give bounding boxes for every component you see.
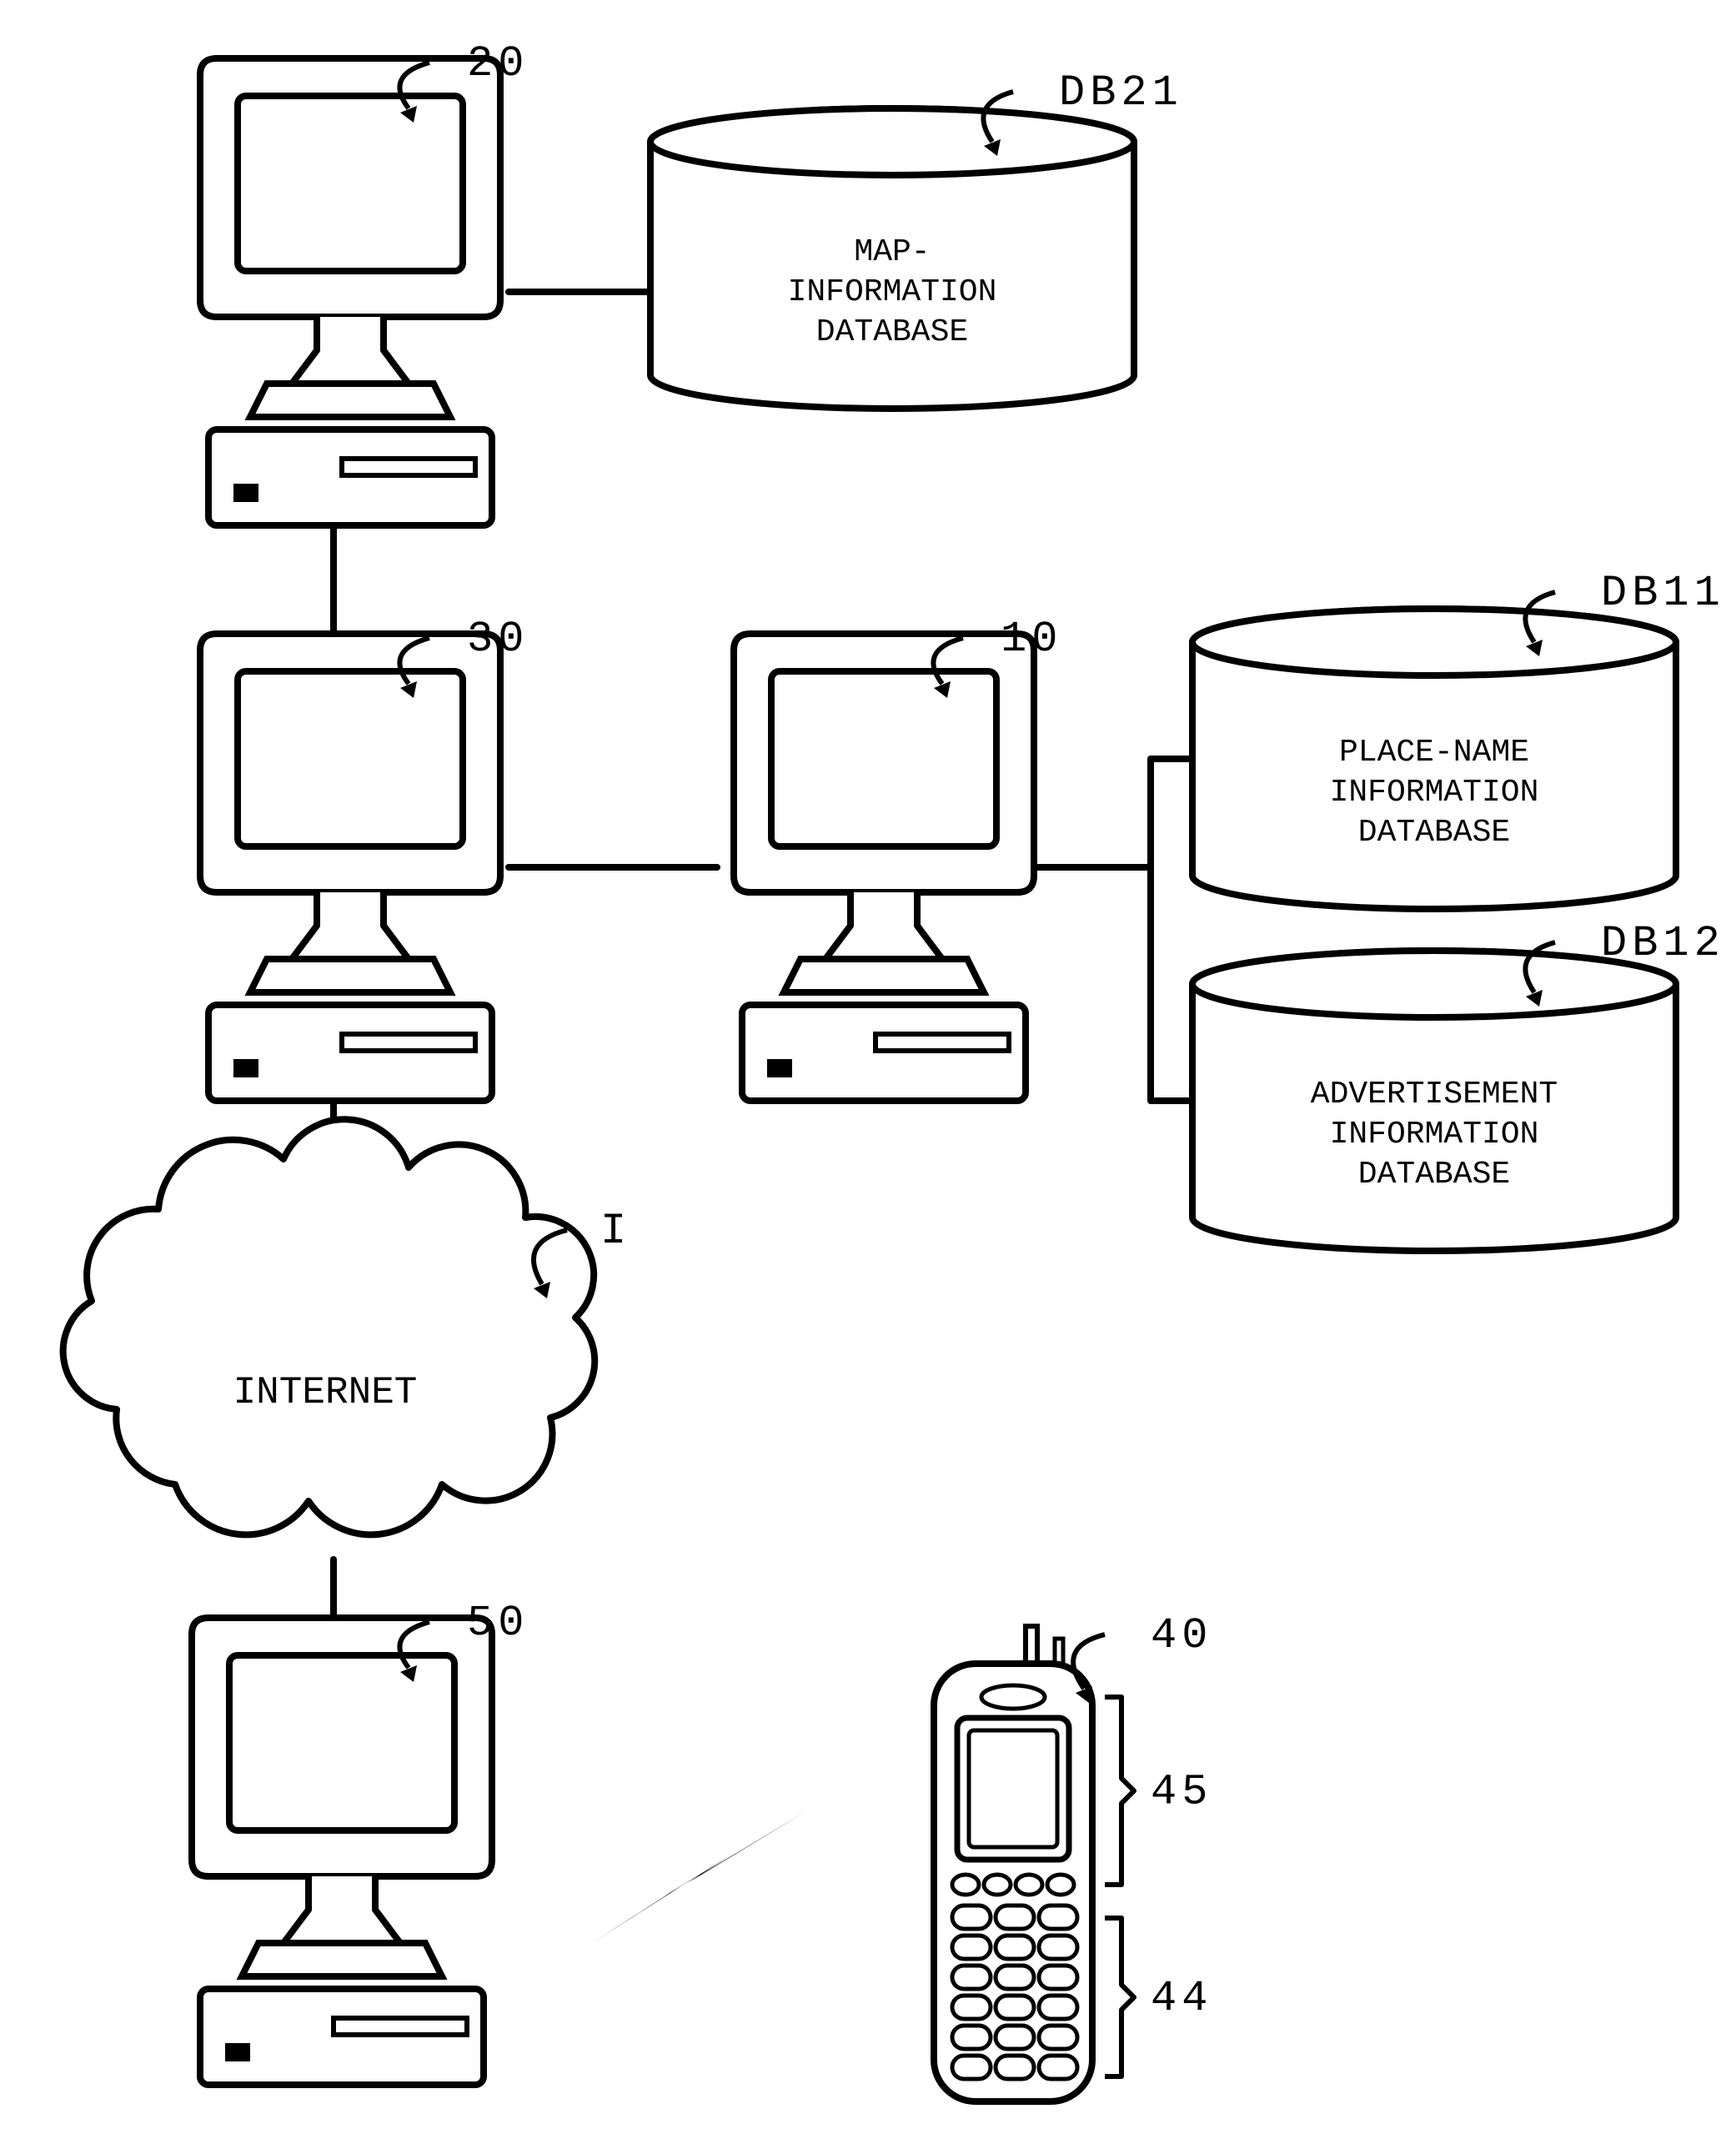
computer-node: [200, 58, 500, 525]
database-cylinder: MAP- INFORMATION DATABASE: [650, 108, 1134, 409]
svg-text:20: 20: [467, 39, 529, 88]
computer-node: [734, 634, 1034, 1101]
internet-label: INTERNET: [233, 1371, 418, 1414]
db-label-line: INFORMATION: [1330, 775, 1539, 811]
svg-text:DB12: DB12: [1601, 919, 1725, 968]
network-diagram: 20 30 10 50 MAP- INFORMATION DATABASE DB21 PLACE…: [0, 0, 1736, 2129]
db-label-line: ADVERTISEMENT: [1311, 1077, 1558, 1112]
svg-text:DB11: DB11: [1601, 569, 1725, 618]
svg-text:DB21: DB21: [1059, 68, 1183, 118]
database-cylinder: ADVERTISEMENT INFORMATION DATABASE: [1192, 951, 1676, 1251]
svg-text:50: 50: [467, 1599, 529, 1648]
db-label-line: INFORMATION: [1330, 1117, 1539, 1152]
computer-node: [200, 634, 500, 1101]
db-label-line: DATABASE: [1358, 1157, 1510, 1193]
svg-text:30: 30: [467, 615, 529, 664]
svg-text:40: 40: [1151, 1611, 1212, 1660]
svg-text:10: 10: [1001, 615, 1062, 664]
computer-node: [192, 1618, 492, 2085]
db-label-line: PLACE-NAME: [1339, 735, 1529, 771]
db-label-line: DATABASE: [816, 314, 968, 350]
db-label-line: MAP-: [854, 234, 930, 270]
db-label-line: DATABASE: [1358, 815, 1510, 851]
db-label-line: INFORMATION: [788, 274, 997, 310]
svg-text:45: 45: [1151, 1768, 1212, 1817]
svg-text:I: I: [600, 1207, 631, 1256]
database-cylinder: PLACE-NAME INFORMATION DATABASE: [1192, 609, 1676, 909]
svg-text:44: 44: [1151, 1974, 1212, 2023]
